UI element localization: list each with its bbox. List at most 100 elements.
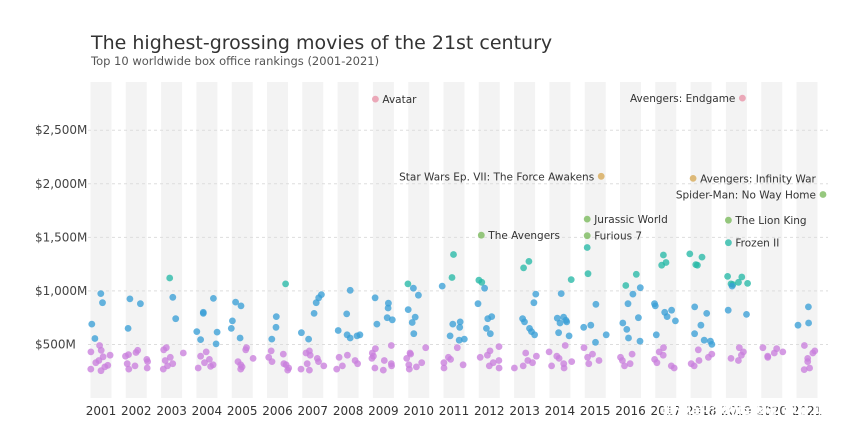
data-point [438,282,446,290]
year-band-2006 [267,82,288,398]
data-point [653,359,661,367]
data-point [297,365,305,373]
x-tick-2011: 2011 [439,404,470,418]
data-point [806,364,813,372]
data-point [800,366,808,373]
x-tick-2005: 2005 [227,404,258,418]
data-point [372,95,379,103]
data-point [495,357,503,364]
data-point [632,270,640,278]
data-point [658,261,666,269]
data-point [450,251,457,258]
data-point [159,365,167,373]
data-point [97,290,105,297]
data-point [663,313,671,320]
data-point [520,264,527,272]
data-point [97,367,105,375]
data-point [279,350,287,358]
data-point [306,351,314,359]
data-point [408,319,416,326]
data-point [272,313,280,320]
data-point [623,326,631,333]
year-band-2011 [443,82,465,398]
data-point [522,349,530,357]
data-point [619,319,627,327]
year-band-2020 [761,82,783,398]
data-point [440,364,448,372]
data-point [97,346,105,354]
data-point [88,320,96,328]
data-point [388,362,395,370]
data-point [460,335,468,343]
data-point [346,334,354,342]
data-point [404,306,412,313]
data-point [143,364,151,372]
data-point [388,316,396,324]
data-point [708,341,716,348]
data-point [531,331,538,339]
data-point [691,303,699,311]
data-point [794,321,802,329]
data-point [413,363,420,371]
data-point [668,306,675,314]
data-point [770,349,778,357]
data-point [686,250,694,258]
data-point [652,331,660,339]
data-point [403,355,411,362]
annotation-label: Furious 7 [594,231,642,243]
data-point [521,318,528,326]
data-point [232,298,240,306]
data-point [212,340,220,348]
data-point [343,310,351,318]
data-point [556,319,564,327]
data-points [87,94,827,375]
data-point [555,355,563,362]
data-point [530,299,538,307]
data-point [298,329,305,337]
x-tick-2013: 2013 [509,404,540,418]
data-point [123,360,131,368]
data-point [725,239,732,247]
data-point [213,328,221,336]
data-point [485,362,493,370]
data-point [529,359,536,367]
data-point [449,320,457,328]
data-point [207,363,215,370]
data-point [735,357,742,364]
data-point [456,323,464,331]
data-point [619,357,626,364]
year-band-2017 [655,82,677,398]
data-point [739,94,746,102]
data-point [476,353,484,361]
year-bands [90,82,818,398]
data-point [694,346,702,354]
x-tick-2017: 2017 [651,404,682,418]
data-point [106,351,114,359]
data-point [801,342,808,349]
data-point [92,359,100,367]
data-point [229,317,236,325]
data-point [602,331,610,339]
data-point [595,357,603,364]
x-axis: 2001 2002 2003 2004 2005 2006 2007 2008 2009 2010… [86,404,823,418]
x-tick-2008: 2008 [333,404,364,418]
x-tick-2007: 2007 [298,404,329,418]
data-point [628,350,636,358]
data-point [519,362,527,370]
data-point [385,299,392,307]
data-point [453,344,461,352]
data-point [484,315,492,323]
chart-subtitle: Top 10 worldwide box office rankings (20… [90,54,379,68]
y-tick-label: $1,500M [35,230,87,244]
data-point [725,216,732,224]
data-point [735,278,742,286]
data-point [636,337,644,345]
data-point [91,335,99,342]
data-point [459,361,467,369]
data-point [166,353,174,361]
annotation-label: Avengers: Infinity War [700,173,816,185]
data-point [353,332,361,340]
data-point [312,299,320,307]
y-axis: $500M $1,000M $1,500M $2,000M $2,500M [35,123,87,351]
data-point [660,251,667,259]
